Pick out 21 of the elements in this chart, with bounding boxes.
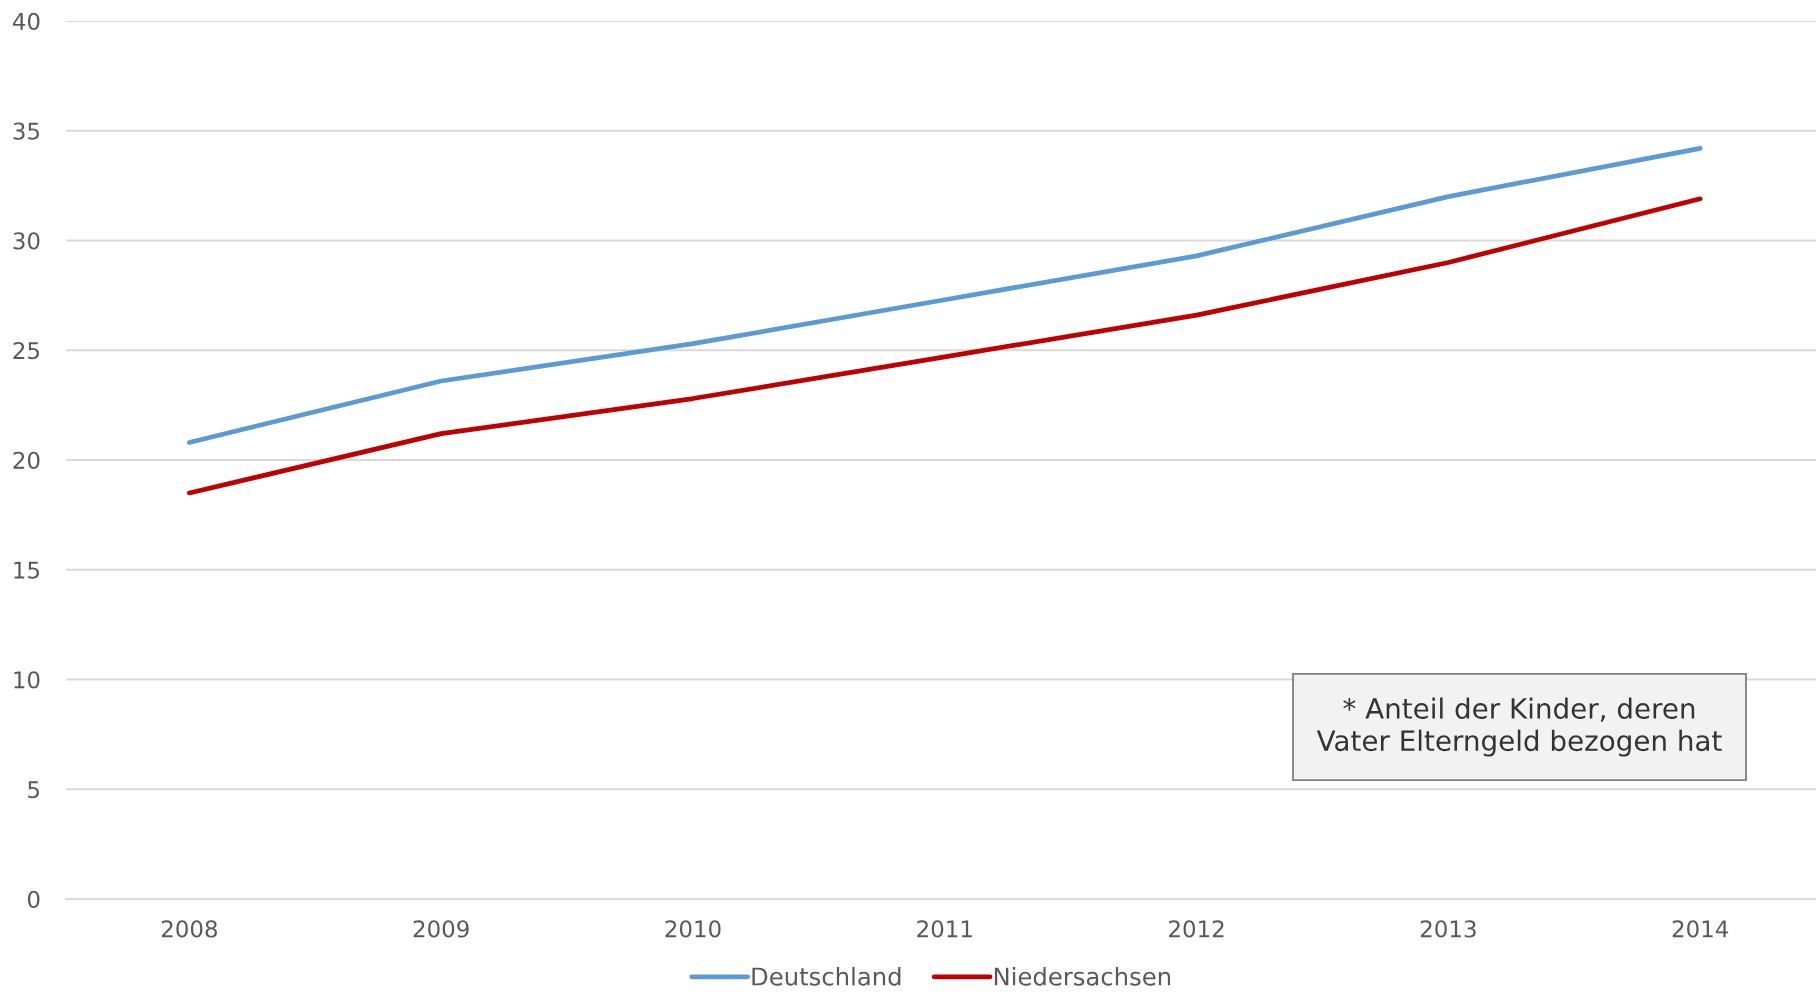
y-tick-label: 15 xyxy=(14,561,39,579)
y-tick-label: 35 xyxy=(13,122,39,140)
y-tick-label: 30 xyxy=(13,232,40,250)
line-series xyxy=(187,145,1703,445)
y-tick-label: 20 xyxy=(13,451,40,470)
x-tick-label: 2013 xyxy=(1420,920,1476,938)
legend-label: Niedersachsen xyxy=(994,966,1171,986)
x-tick-label: 2011 xyxy=(917,920,972,938)
x-tick-label: 2010 xyxy=(665,920,721,938)
y-tick-label: 25 xyxy=(13,341,39,360)
annotation: * Anteil der Kinder, deren Vater Elterngeld bezogen hat xyxy=(1316,697,1722,757)
x-tick-label: 2008 xyxy=(161,920,217,938)
y-tick-label: 5 xyxy=(28,781,39,799)
y-tick-label: 40 xyxy=(12,12,40,31)
x-tick-label: 2012 xyxy=(1169,920,1224,938)
x-tick-label: 2014 xyxy=(1672,920,1729,938)
legend-label: Deutschland xyxy=(752,966,901,986)
y-tick-label: 10 xyxy=(14,671,40,689)
y-tick-label: 0 xyxy=(27,890,40,909)
line-series xyxy=(187,196,1703,496)
x-tick-label: 2009 xyxy=(413,920,469,938)
